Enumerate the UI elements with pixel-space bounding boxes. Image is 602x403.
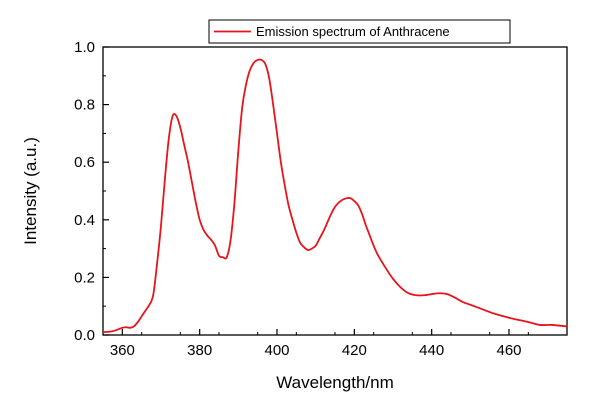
series-line-anthracene-emission [102, 58, 568, 334]
y-axis-title: Intensity (a.u.) [21, 137, 40, 245]
plot-frame [102, 46, 568, 336]
legend: Emission spectrum of Anthracene [208, 19, 511, 44]
series-layer [102, 58, 568, 334]
x-tick-label: 380 [187, 342, 212, 359]
x-tick-label: 420 [342, 342, 367, 359]
y-tick-label: 0.6 [74, 154, 95, 171]
plot-border [102, 46, 568, 336]
legend-box [208, 19, 511, 44]
y-tick-label: 1.0 [74, 39, 95, 56]
x-tick-label: 440 [419, 342, 444, 359]
y-tick-label: 0.8 [74, 97, 95, 114]
x-tick-label: 460 [496, 342, 521, 359]
x-axis-ticks: 360 380 400 420 440 460 [102, 329, 568, 359]
y-tick-label: 0.2 [74, 269, 95, 286]
y-tick-label: 0.0 [74, 327, 95, 344]
y-tick-label: 0.4 [74, 212, 95, 229]
x-tick-label: 360 [110, 342, 135, 359]
x-tick-label: 400 [264, 342, 289, 359]
x-axis-title: Wavelength/nm [276, 373, 393, 392]
legend-label: Emission spectrum of Anthracene [256, 24, 450, 39]
y-axis-ticks: 0.0 0.2 0.4 0.6 0.8 1.0 [74, 39, 109, 344]
